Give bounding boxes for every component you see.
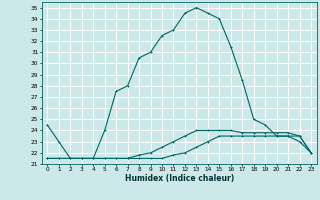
X-axis label: Humidex (Indice chaleur): Humidex (Indice chaleur) bbox=[124, 174, 234, 183]
